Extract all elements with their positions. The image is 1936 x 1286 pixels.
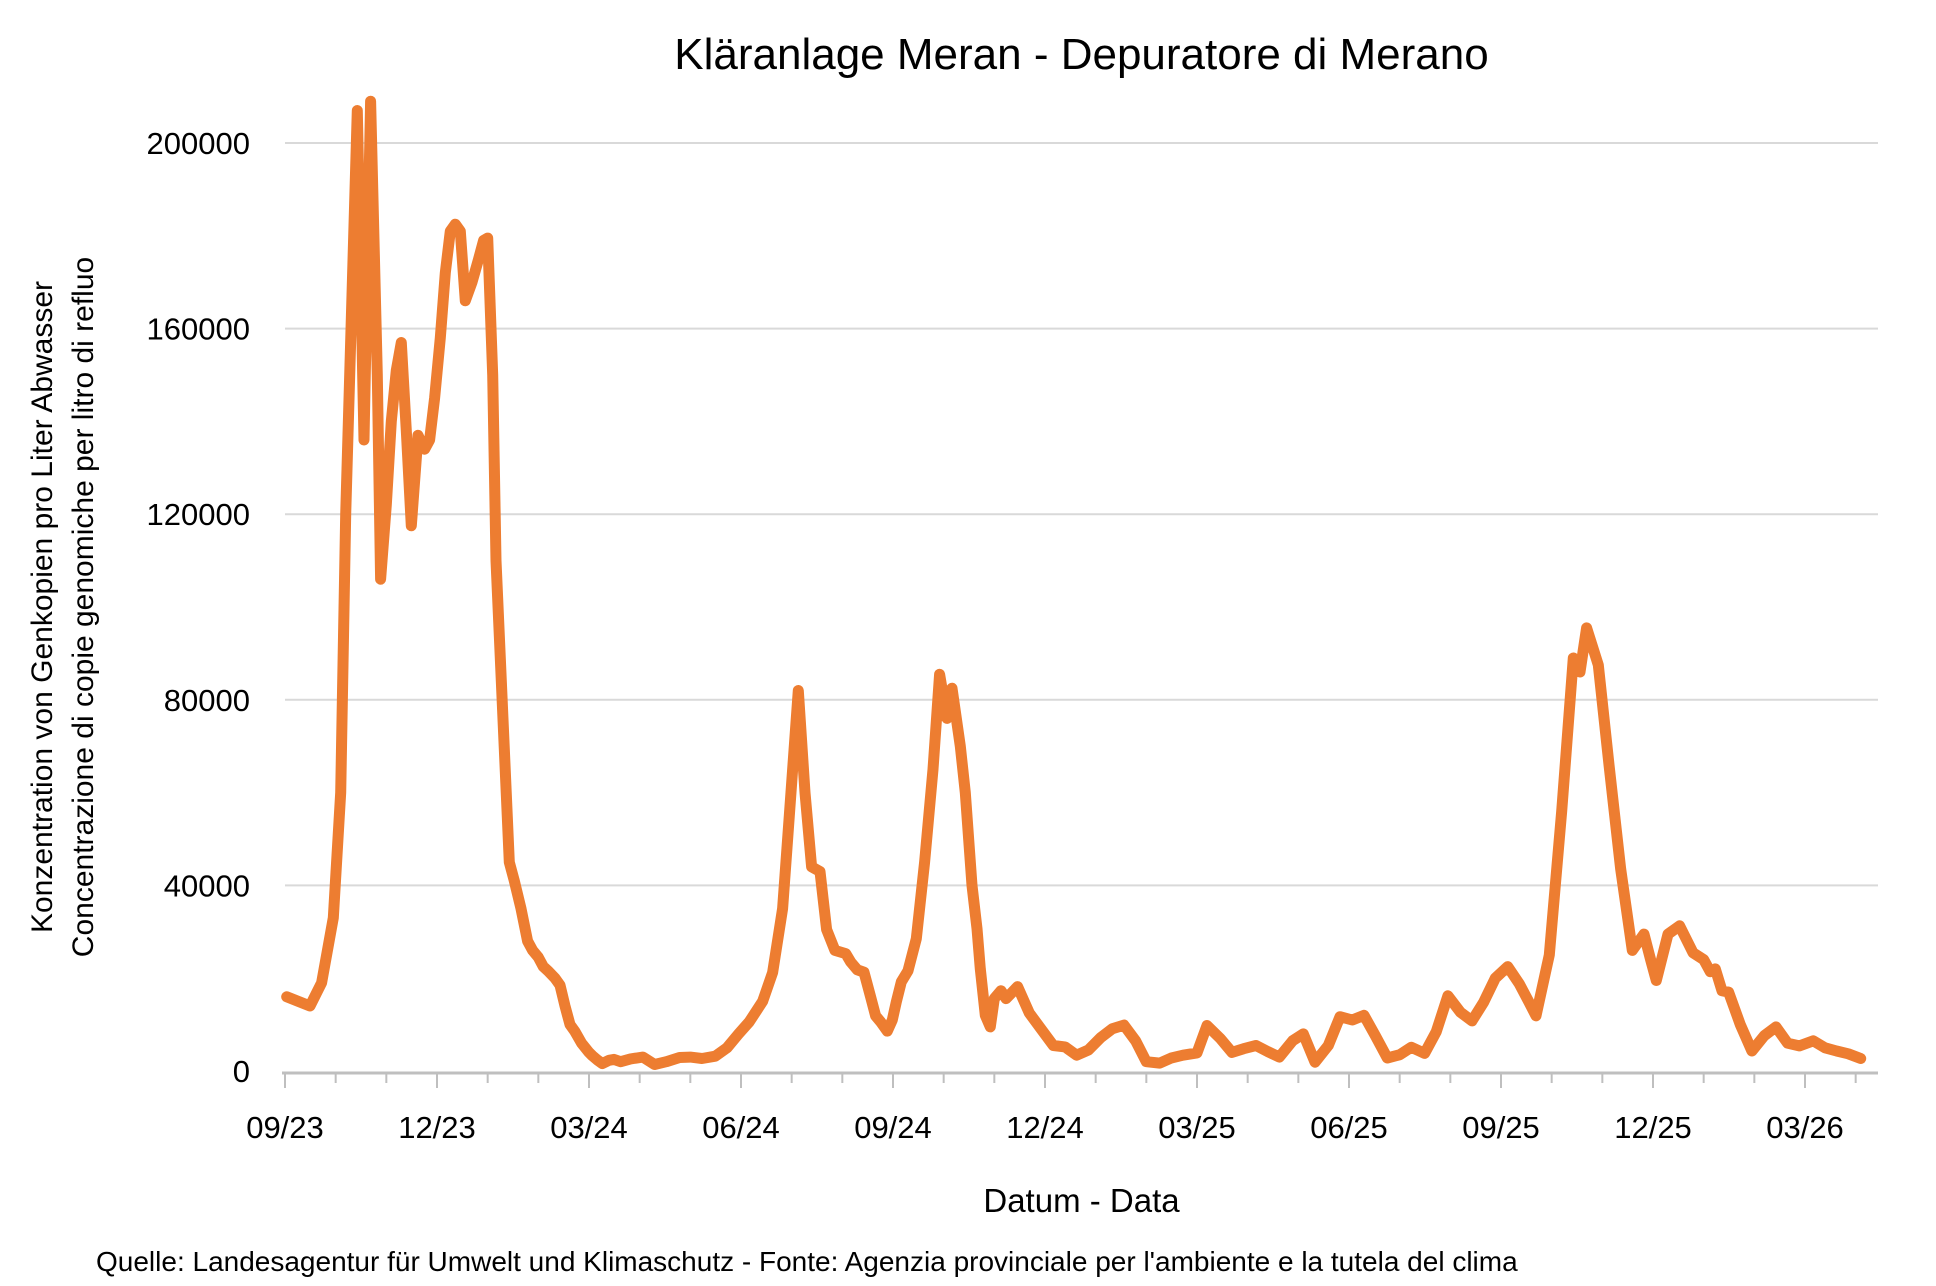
y-tick-label: 200000 bbox=[147, 126, 250, 161]
y-tick-label: 40000 bbox=[164, 868, 250, 903]
y-axis-title: Konzentration von Genkopien pro Liter Ab… bbox=[21, 57, 105, 1157]
x-tick-label: 06/25 bbox=[1310, 1110, 1388, 1145]
x-tick-label: 09/23 bbox=[246, 1110, 324, 1145]
x-tick-label: 09/25 bbox=[1462, 1110, 1540, 1145]
x-axis-title: Datum - Data bbox=[983, 1182, 1180, 1219]
y-axis-title-de: Konzentration von Genkopien pro Liter Ab… bbox=[26, 280, 59, 934]
y-tick-label: 160000 bbox=[147, 312, 250, 347]
y-tick-label: 80000 bbox=[164, 683, 250, 718]
y-tick-label: 120000 bbox=[147, 497, 250, 532]
y-tick-label: 0 bbox=[233, 1054, 250, 1089]
chart-title: Kläranlage Meran - Depuratore di Merano bbox=[674, 30, 1489, 79]
source-caption: Quelle: Landesagentur für Umwelt und Kli… bbox=[96, 1246, 1518, 1277]
x-tick-label: 12/23 bbox=[398, 1110, 476, 1145]
x-tick-label: 03/25 bbox=[1158, 1110, 1236, 1145]
series-line bbox=[281, 95, 1867, 1070]
x-tick-label: 09/24 bbox=[854, 1110, 932, 1145]
x-tick-label: 03/24 bbox=[550, 1110, 628, 1145]
x-tick-label: 06/24 bbox=[702, 1110, 780, 1145]
x-tick-label: 12/24 bbox=[1006, 1110, 1084, 1145]
y-axis-title-it: Concentrazione di copie genomiche per li… bbox=[67, 256, 100, 958]
x-tick-label: 03/26 bbox=[1766, 1110, 1844, 1145]
x-tick-label: 12/25 bbox=[1614, 1110, 1692, 1145]
